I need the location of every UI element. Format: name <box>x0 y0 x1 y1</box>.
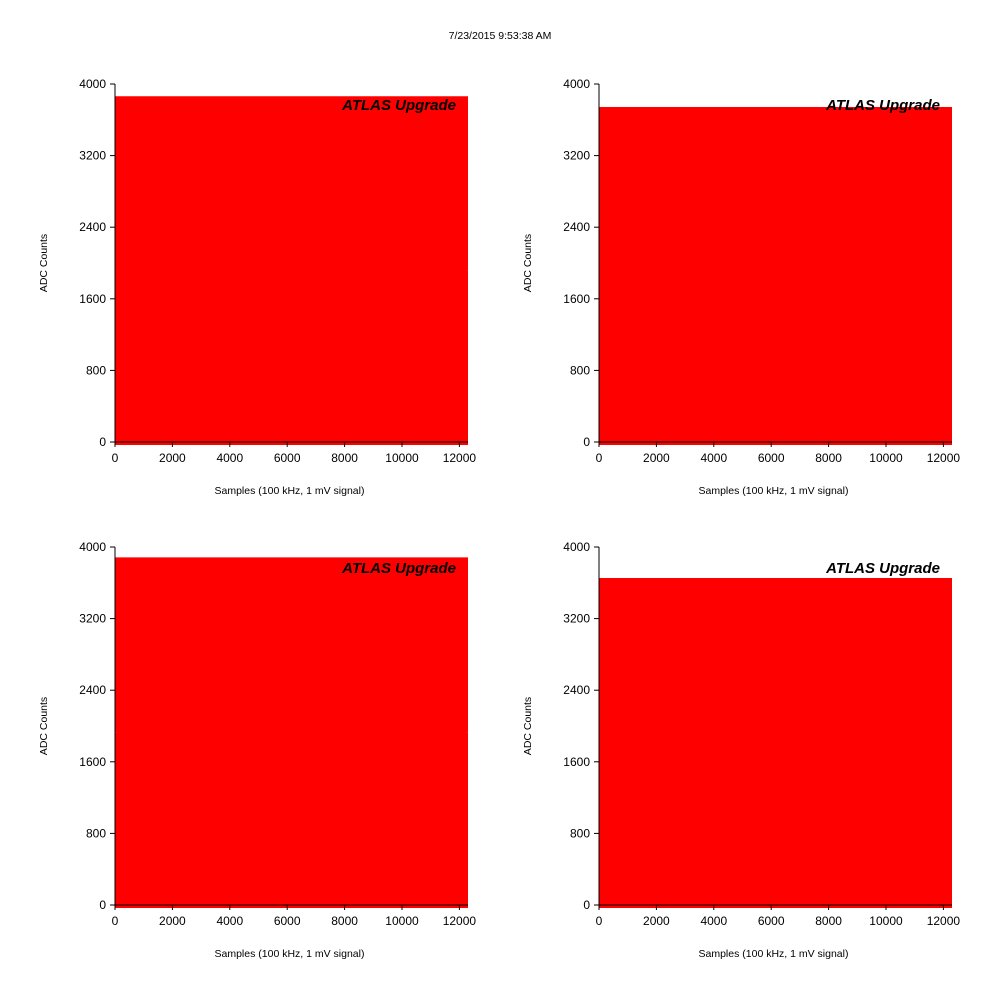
x-tick-label: 10000 <box>385 914 419 928</box>
y-tick-label: 800 <box>86 363 106 377</box>
x-tick-label: 4000 <box>216 914 243 928</box>
x-tick-label: 2000 <box>159 451 186 465</box>
chart-panel-1: 0 800 1600 2400 3200 4000 0 2000 4000 6000 8000 100… <box>38 77 476 497</box>
x-tick-label: 6000 <box>274 914 301 928</box>
x-tick-label: 2000 <box>643 914 670 928</box>
watermark-label: ATLAS Upgrade <box>825 97 940 114</box>
y-tick-label: 1600 <box>563 292 590 306</box>
x-tick-label: 12000 <box>443 914 477 928</box>
x-tick-label: 10000 <box>385 451 419 465</box>
y-axis-title: ADC Counts <box>38 234 50 292</box>
x-tick-label: 10000 <box>869 451 903 465</box>
chart-panel-4: 0 800 1600 2400 3200 4000 0 2000 4000 6000 8000 100… <box>522 540 960 960</box>
x-tick-label: 12000 <box>443 451 477 465</box>
x-tick-label: 6000 <box>758 914 785 928</box>
y-axis-title: ADC Counts <box>522 697 534 755</box>
y-tick-label: 1600 <box>79 292 106 306</box>
x-axis-title: Samples (100 kHz, 1 mV signal) <box>215 485 365 497</box>
x-tick-label: 0 <box>596 451 603 465</box>
y-tick-label: 3200 <box>79 612 106 626</box>
y-tick-label: 800 <box>570 363 590 377</box>
x-tick-label: 12000 <box>927 451 961 465</box>
watermark-label: ATLAS Upgrade <box>341 97 456 114</box>
y-tick-label: 0 <box>583 898 590 912</box>
y-tick-label: 2400 <box>79 683 106 697</box>
x-tick-label: 2000 <box>159 914 186 928</box>
y-tick-label: 2400 <box>563 220 590 234</box>
x-tick-label: 0 <box>596 914 603 928</box>
x-tick-label: 0 <box>112 451 119 465</box>
y-tick-label: 1600 <box>563 755 590 769</box>
y-tick-label: 4000 <box>563 540 590 554</box>
y-tick-label: 2400 <box>79 220 106 234</box>
y-tick-label: 800 <box>570 826 590 840</box>
x-tick-label: 8000 <box>331 451 358 465</box>
y-tick-label: 0 <box>99 898 106 912</box>
y-tick-label: 800 <box>86 826 106 840</box>
x-tick-label: 10000 <box>869 914 903 928</box>
x-tick-label: 8000 <box>815 451 842 465</box>
y-tick-label: 4000 <box>79 77 106 91</box>
x-tick-label: 8000 <box>815 914 842 928</box>
y-tick-label: 0 <box>583 435 590 449</box>
x-tick-label: 4000 <box>700 914 727 928</box>
x-axis-title: Samples (100 kHz, 1 mV signal) <box>215 948 365 960</box>
y-tick-label: 1600 <box>79 755 106 769</box>
x-tick-label: 8000 <box>331 914 358 928</box>
x-axis-title: Samples (100 kHz, 1 mV signal) <box>699 485 849 497</box>
y-axis-title: ADC Counts <box>522 234 534 292</box>
y-tick-label: 2400 <box>563 683 590 697</box>
watermark-label: ATLAS Upgrade <box>825 560 940 577</box>
y-tick-label: 4000 <box>79 540 106 554</box>
x-tick-label: 2000 <box>643 451 670 465</box>
chart-panel-3: 0 800 1600 2400 3200 4000 0 2000 4000 6000 8000 100… <box>38 540 476 960</box>
y-tick-label: 3200 <box>563 149 590 163</box>
x-tick-label: 4000 <box>216 451 243 465</box>
x-tick-label: 6000 <box>274 451 301 465</box>
y-tick-label: 0 <box>99 435 106 449</box>
y-tick-label: 3200 <box>79 149 106 163</box>
watermark-label: ATLAS Upgrade <box>341 560 456 577</box>
chart-panel-2: 0 800 1600 2400 3200 4000 0 2000 4000 6000 8000 100… <box>522 77 960 497</box>
x-tick-label: 12000 <box>927 914 961 928</box>
timestamp: 7/23/2015 9:53:38 AM <box>448 30 552 42</box>
y-tick-label: 3200 <box>563 612 590 626</box>
x-tick-label: 6000 <box>758 451 785 465</box>
y-tick-label: 4000 <box>563 77 590 91</box>
x-tick-label: 4000 <box>700 451 727 465</box>
x-axis-title: Samples (100 kHz, 1 mV signal) <box>699 948 849 960</box>
x-tick-label: 0 <box>112 914 119 928</box>
y-axis-title: ADC Counts <box>38 697 50 755</box>
